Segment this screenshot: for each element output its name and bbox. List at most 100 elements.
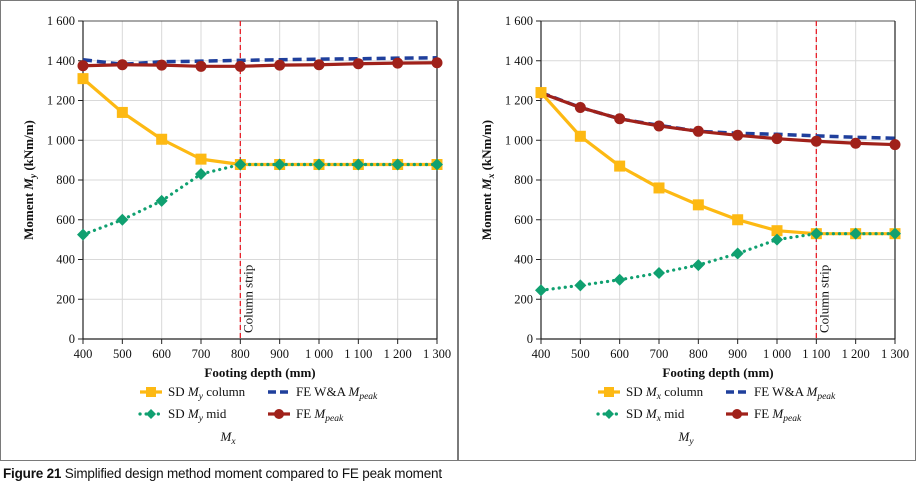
data-point-sd_mid bbox=[653, 267, 665, 280]
data-point-fe_peak bbox=[771, 133, 783, 145]
y-tick-label: 0 bbox=[69, 332, 75, 346]
legend-label: SD My mid bbox=[168, 406, 227, 424]
legend-item-fe_peak: FE Mpeak bbox=[268, 406, 344, 424]
legend-swatch-marker bbox=[732, 409, 742, 419]
data-point-sd_mid bbox=[731, 247, 744, 260]
data-point-fe_peak bbox=[156, 59, 168, 71]
legend-swatch-marker bbox=[604, 387, 614, 397]
y-tick-label: 1 400 bbox=[47, 54, 75, 68]
legend-label: FE Mpeak bbox=[296, 406, 344, 424]
panel-title: Mx bbox=[219, 429, 236, 447]
y-tick-label: 800 bbox=[514, 173, 533, 187]
data-point-sd_mid bbox=[155, 194, 168, 207]
x-tick-label: 800 bbox=[689, 347, 708, 361]
legend-item-sd_col: SD Mx column bbox=[598, 384, 704, 402]
y-tick-label: 600 bbox=[514, 213, 533, 227]
data-point-fe_peak bbox=[77, 60, 89, 72]
y-tick-label: 800 bbox=[56, 173, 75, 187]
data-point-sd_col bbox=[574, 130, 586, 142]
data-point-sd_col bbox=[195, 153, 207, 165]
data-point-sd_mid bbox=[771, 233, 783, 246]
y-axis-title: Moment My (kNm/m) bbox=[21, 120, 39, 240]
legend-label: SD Mx column bbox=[626, 384, 704, 402]
x-tick-label: 500 bbox=[571, 347, 590, 361]
y-tick-label: 1 600 bbox=[505, 14, 533, 28]
x-tick-label: 500 bbox=[113, 347, 132, 361]
data-point-sd_mid bbox=[352, 158, 365, 171]
data-point-sd_mid bbox=[77, 228, 89, 241]
data-point-fe_peak bbox=[195, 60, 207, 72]
legend-swatch-marker bbox=[604, 409, 614, 419]
y-tick-label: 0 bbox=[527, 332, 533, 346]
y-tick-label: 400 bbox=[56, 253, 75, 267]
x-tick-label: 800 bbox=[231, 347, 250, 361]
legend-label: SD Mx mid bbox=[626, 406, 685, 424]
data-point-fe_peak bbox=[850, 137, 862, 149]
legend-item-fe_wa: FE W&A Mpeak bbox=[726, 384, 836, 402]
x-tick-label: 1 300 bbox=[423, 347, 451, 361]
series-line-fe_wa bbox=[82, 56, 438, 67]
data-point-sd_mid bbox=[195, 168, 207, 181]
data-point-fe_peak bbox=[431, 57, 443, 69]
legend-label: FE W&A Mpeak bbox=[754, 384, 836, 402]
legend-item-fe_peak: FE Mpeak bbox=[726, 406, 802, 424]
data-point-fe_peak bbox=[274, 59, 286, 71]
data-point-sd_col bbox=[692, 199, 704, 211]
series-line-sd_mid bbox=[539, 232, 897, 292]
data-point-fe_peak bbox=[889, 139, 901, 151]
data-point-sd_mid bbox=[849, 227, 862, 240]
data-point-sd_mid bbox=[313, 158, 325, 171]
data-point-fe_peak bbox=[653, 120, 665, 132]
x-tick-label: 1 300 bbox=[881, 347, 909, 361]
x-tick-label: 900 bbox=[270, 347, 289, 361]
data-point-sd_mid bbox=[273, 158, 286, 171]
data-point-sd_col bbox=[653, 182, 665, 194]
data-point-fe_peak bbox=[810, 135, 822, 147]
y-tick-label: 400 bbox=[514, 253, 533, 267]
legend-label: FE W&A Mpeak bbox=[296, 384, 378, 402]
series-line-fe_wa bbox=[540, 90, 896, 141]
x-tick-label: 1 100 bbox=[344, 347, 372, 361]
legend-label: FE Mpeak bbox=[754, 406, 802, 424]
x-tick-label: 1 100 bbox=[802, 347, 830, 361]
chart-mx: 0 200 400 600 800 1 000 1 200 1 400 1 600 400 500 6… bbox=[21, 14, 451, 447]
data-point-sd_col bbox=[614, 160, 626, 172]
x-tick-label: 1 000 bbox=[305, 347, 333, 361]
chart-my: 0 200 400 600 800 1 000 1 200 1 400 1 600 400 500 6… bbox=[479, 14, 909, 447]
legend-item-sd_mid: SD Mx mid bbox=[596, 406, 685, 424]
x-tick-label: 400 bbox=[532, 347, 551, 361]
x-tick-label: 1 200 bbox=[842, 347, 870, 361]
data-point-sd_mid bbox=[692, 259, 705, 272]
column-strip-label: Column strip bbox=[816, 265, 831, 333]
y-tick-label: 1 000 bbox=[47, 133, 75, 147]
legend-item-sd_mid: SD My mid bbox=[138, 406, 227, 424]
series-line-sd_col bbox=[81, 77, 437, 167]
y-axis-title: Moment Mx (kNm/m) bbox=[479, 120, 497, 240]
series-line-sd_col bbox=[539, 91, 895, 236]
y-axis-title-group: Moment Mx (kNm/m) bbox=[479, 120, 497, 240]
data-point-fe_peak bbox=[574, 101, 586, 113]
y-tick-label: 1 400 bbox=[505, 54, 533, 68]
data-point-sd_col bbox=[77, 73, 89, 85]
y-axis-title-group: Moment My (kNm/m) bbox=[21, 120, 39, 240]
x-axis-title: Footing depth (mm) bbox=[662, 365, 773, 380]
legend-label: SD My column bbox=[168, 384, 246, 402]
figure-caption: Figure 21 Simplified design method momen… bbox=[3, 466, 442, 481]
column-strip-label: Column strip bbox=[240, 265, 255, 333]
x-axis-title: Footing depth (mm) bbox=[204, 365, 315, 380]
data-point-sd_mid bbox=[234, 158, 247, 171]
data-point-sd_mid bbox=[810, 227, 823, 240]
x-tick-label: 700 bbox=[650, 347, 669, 361]
data-point-sd_mid bbox=[116, 213, 129, 226]
x-tick-label: 1 000 bbox=[763, 347, 791, 361]
data-point-sd_col bbox=[732, 214, 744, 226]
y-tick-label: 1 200 bbox=[505, 94, 533, 108]
data-point-fe_peak bbox=[614, 113, 626, 125]
legend-swatch-marker bbox=[146, 387, 156, 397]
data-point-fe_peak bbox=[392, 57, 404, 69]
panel-title: My bbox=[677, 429, 694, 447]
series-line-fe_peak bbox=[540, 91, 896, 147]
data-point-sd_mid bbox=[431, 158, 443, 171]
y-tick-label: 200 bbox=[514, 292, 533, 306]
y-tick-label: 1 000 bbox=[505, 133, 533, 147]
